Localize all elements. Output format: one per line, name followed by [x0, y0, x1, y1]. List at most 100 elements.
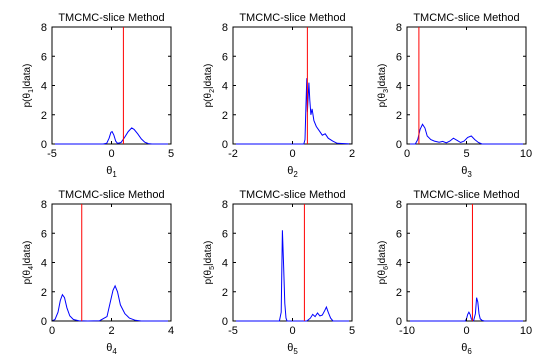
x-tick-label: 0	[108, 148, 114, 160]
y-tick-label: 0	[222, 316, 228, 328]
y-axis-label: p(θ6|data)	[377, 241, 390, 285]
x-tick-label: 2	[349, 148, 355, 160]
y-tick-label: 4	[222, 258, 228, 270]
density-curve	[407, 297, 526, 322]
y-tick-label: 8	[222, 22, 228, 34]
y-tick-label: 2	[222, 110, 228, 122]
y-axis-label-subscript: 4	[28, 266, 35, 270]
y-axis-label-subscript: 5	[209, 266, 216, 270]
x-tick-label: 0	[463, 325, 469, 337]
y-axis-label-subscript: 3	[383, 89, 390, 93]
y-tick-label: 8	[396, 22, 402, 34]
x-tick-label: 0	[289, 325, 295, 337]
chart-title: TMCMC-slice Method	[239, 12, 345, 24]
y-axis-label-tail: |data)	[22, 241, 33, 266]
y-tick-label: 0	[41, 316, 47, 328]
y-tick-label: 2	[41, 287, 47, 299]
x-axis-label: θ6	[461, 342, 472, 356]
y-tick-label: 6	[222, 228, 228, 240]
y-tick-label: 0	[396, 139, 402, 151]
x-axis-label: θ2	[287, 165, 298, 179]
x-axis-label: θ5	[287, 342, 298, 356]
axes-box	[51, 26, 172, 145]
density-curve	[407, 123, 526, 145]
y-tick-label: 2	[396, 110, 402, 122]
y-axis-label-tail: |data)	[203, 64, 214, 89]
y-axis-label: p(θ5|data)	[203, 241, 216, 285]
density-curve	[51, 284, 171, 322]
y-axis-label-base: p(θ	[22, 269, 33, 284]
y-axis-label-tail: |data)	[203, 241, 214, 266]
x-axis-label: θ3	[461, 165, 472, 179]
x-tick-label: 0	[289, 148, 295, 160]
y-axis-label-base: p(θ	[22, 92, 33, 107]
y-tick-label: 4	[41, 258, 47, 270]
y-axis-label-subscript: 1	[28, 89, 35, 93]
axes-box	[406, 203, 527, 322]
y-axis-label-tail: |data)	[22, 64, 33, 89]
density-curve	[233, 78, 353, 145]
y-tick-label: 0	[222, 139, 228, 151]
x-axis-label-base: θ	[106, 165, 112, 177]
y-tick-label: 6	[396, 228, 402, 240]
y-tick-label: 6	[41, 51, 47, 63]
x-axis-label-subscript: 6	[467, 347, 472, 356]
y-tick-label: 4	[396, 258, 402, 270]
x-tick-label: -2	[228, 148, 238, 160]
y-axis-label-base: p(θ	[203, 92, 214, 107]
x-axis-label-subscript: 5	[293, 347, 298, 356]
y-axis-label: p(θ1|data)	[22, 64, 35, 108]
chart-title: TMCMC-slice Method	[58, 12, 164, 24]
chart-title: TMCMC-slice Method	[58, 189, 164, 201]
axes-box	[232, 26, 353, 145]
y-tick-label: 6	[41, 228, 47, 240]
x-tick-label: 0	[49, 325, 55, 337]
y-tick-label: 6	[222, 51, 228, 63]
y-tick-label: 2	[222, 287, 228, 299]
axes-box	[406, 26, 527, 145]
axes-box	[51, 203, 172, 322]
y-axis-label-subscript: 6	[383, 266, 390, 270]
x-axis-label-subscript: 3	[467, 170, 472, 179]
x-tick-label: -5	[228, 325, 238, 337]
axes-box	[232, 203, 353, 322]
x-axis-label-base: θ	[287, 165, 293, 177]
y-axis-label-subscript: 2	[209, 89, 216, 93]
y-axis-label-base: p(θ	[377, 269, 388, 284]
x-tick-label: 10	[520, 148, 532, 160]
x-axis-label-base: θ	[106, 342, 112, 354]
x-axis-label-base: θ	[287, 342, 293, 354]
y-axis-label-base: p(θ	[377, 92, 388, 107]
x-axis-label-subscript: 4	[112, 347, 117, 356]
y-axis-label-base: p(θ	[203, 269, 214, 284]
y-tick-label: 4	[396, 81, 402, 93]
y-axis-label: p(θ2|data)	[203, 64, 216, 108]
chart-title: TMCMC-slice Method	[413, 189, 519, 201]
y-tick-label: 8	[222, 199, 228, 211]
x-axis-label-subscript: 1	[112, 170, 117, 179]
x-tick-label: 4	[168, 325, 174, 337]
x-axis-label-base: θ	[461, 342, 467, 354]
x-tick-label: 2	[108, 325, 114, 337]
x-tick-label: 0	[404, 148, 410, 160]
y-axis-label: p(θ4|data)	[22, 241, 35, 285]
y-tick-label: 8	[41, 22, 47, 34]
density-curve	[52, 127, 171, 145]
x-tick-label: 10	[520, 325, 532, 337]
y-tick-label: 8	[41, 199, 47, 211]
chart-title: TMCMC-slice Method	[413, 12, 519, 24]
x-tick-label: 5	[168, 148, 174, 160]
y-axis-label-tail: |data)	[377, 64, 388, 89]
x-tick-label: -10	[399, 325, 415, 337]
density-curve	[233, 230, 352, 322]
chart-title: TMCMC-slice Method	[239, 189, 345, 201]
y-tick-label: 2	[396, 287, 402, 299]
y-tick-label: 4	[222, 81, 228, 93]
y-tick-label: 0	[396, 316, 402, 328]
